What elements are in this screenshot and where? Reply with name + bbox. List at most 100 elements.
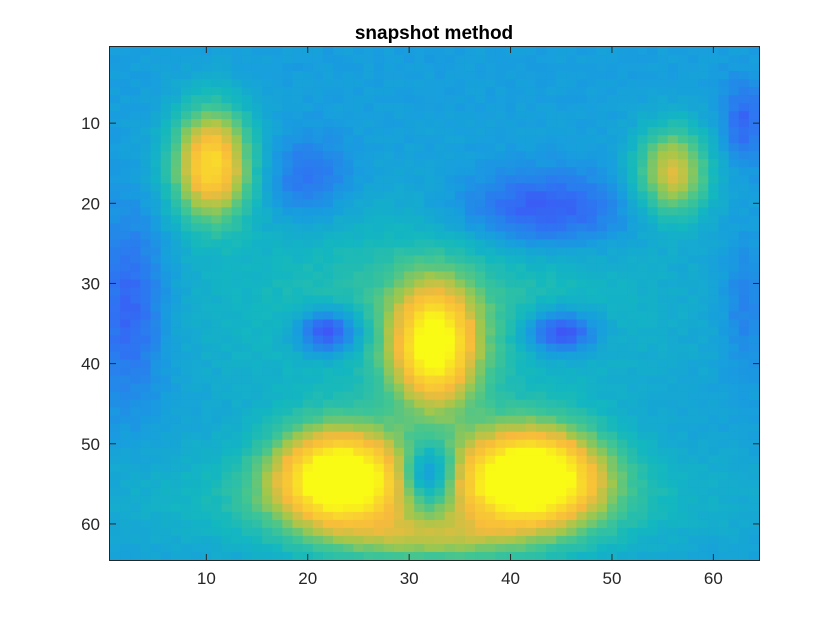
- heatmap-cell: [748, 87, 760, 96]
- heatmap-cell: [728, 79, 740, 88]
- heatmap-cell: [211, 551, 223, 561]
- heatmap-cell: [667, 95, 679, 104]
- heatmap-cell: [434, 295, 446, 305]
- heatmap-cell: [617, 63, 628, 72]
- heatmap-cell: [272, 231, 283, 240]
- heatmap-cell: [150, 431, 162, 441]
- heatmap-cell: [201, 527, 213, 537]
- heatmap-cell: [373, 143, 385, 152]
- heatmap-cell: [272, 151, 283, 160]
- y-tick-label: 40: [81, 355, 100, 374]
- heatmap-cell: [444, 111, 456, 120]
- heatmap-cell: [647, 55, 659, 64]
- heatmap-cell: [586, 495, 598, 505]
- heatmap-cell: [231, 519, 243, 529]
- heatmap-cell: [718, 263, 730, 273]
- heatmap-cell: [272, 63, 283, 72]
- heatmap-cell: [728, 55, 740, 64]
- heatmap-cell: [485, 71, 496, 80]
- heatmap-cell: [586, 423, 598, 433]
- heatmap-cell: [556, 143, 567, 152]
- heatmap-cell: [698, 447, 709, 457]
- heatmap-cell: [191, 319, 202, 329]
- heatmap-cell: [211, 175, 223, 184]
- heatmap-cell: [414, 495, 425, 505]
- heatmap-cell: [393, 367, 405, 377]
- heatmap-cell: [221, 119, 233, 128]
- heatmap-cell: [343, 175, 354, 184]
- heatmap-cell: [748, 399, 760, 409]
- heatmap-cell: [302, 215, 314, 224]
- heatmap-cell: [586, 47, 598, 56]
- heatmap-cell: [525, 135, 537, 144]
- heatmap-cell: [272, 239, 283, 248]
- heatmap-cell: [343, 127, 354, 136]
- heatmap-cell: [343, 143, 354, 152]
- heatmap-cell: [556, 551, 567, 561]
- heatmap-cell: [677, 527, 689, 537]
- heatmap-cell: [251, 47, 263, 56]
- heatmap-cell: [292, 207, 304, 216]
- heatmap-cell: [748, 207, 760, 216]
- heatmap-cell: [546, 47, 557, 56]
- heatmap-cell: [637, 223, 649, 232]
- heatmap-cell: [606, 439, 618, 449]
- heatmap-cell: [515, 135, 527, 144]
- heatmap-cell: [556, 519, 567, 529]
- heatmap-cell: [302, 399, 314, 409]
- heatmap-cell: [353, 431, 365, 441]
- heatmap-cell: [191, 167, 202, 176]
- heatmap-cell: [728, 263, 740, 273]
- heatmap-cell: [110, 255, 121, 265]
- heatmap-cell: [677, 375, 689, 385]
- heatmap-cell: [221, 439, 233, 449]
- heatmap-cell: [718, 127, 730, 136]
- heatmap-cell: [606, 279, 618, 289]
- heatmap-cell: [586, 191, 598, 200]
- heatmap-cell: [120, 119, 131, 128]
- heatmap-cell: [383, 223, 395, 232]
- heatmap-cell: [302, 263, 314, 273]
- heatmap-cell: [535, 183, 547, 192]
- heatmap-cell: [434, 351, 446, 361]
- heatmap-cell: [272, 471, 283, 481]
- heatmap-cell: [485, 159, 496, 168]
- heatmap-cell: [475, 551, 486, 561]
- heatmap-cell: [667, 287, 679, 297]
- heatmap-cell: [302, 511, 314, 521]
- heatmap-cell: [617, 527, 628, 537]
- heatmap-cell: [454, 319, 466, 329]
- heatmap-cell: [201, 135, 213, 144]
- heatmap-cell: [170, 119, 182, 128]
- heatmap-cell: [535, 479, 547, 489]
- heatmap-cell: [241, 167, 253, 176]
- heatmap-cell: [272, 47, 283, 56]
- heatmap-cell: [434, 175, 446, 184]
- y-tick-label: 30: [81, 274, 100, 293]
- heatmap-cell: [525, 479, 537, 489]
- heatmap-cell: [708, 527, 720, 537]
- heatmap-cell: [535, 199, 547, 208]
- heatmap-cell: [191, 95, 202, 104]
- heatmap-cell: [160, 551, 172, 561]
- heatmap-cell: [312, 399, 324, 409]
- heatmap-cell: [718, 447, 730, 457]
- heatmap-cell: [566, 343, 578, 353]
- heatmap-cell: [160, 159, 172, 168]
- heatmap-cell: [657, 319, 669, 329]
- heatmap-cell: [434, 159, 446, 168]
- heatmap-cell: [495, 399, 507, 409]
- heatmap-cell: [302, 223, 314, 232]
- heatmap-cell: [322, 511, 334, 521]
- heatmap-cell: [272, 311, 283, 321]
- heatmap-cell: [556, 463, 567, 473]
- heatmap-cell: [211, 119, 223, 128]
- heatmap-cell: [110, 159, 121, 168]
- heatmap-cell: [454, 183, 466, 192]
- heatmap-cell: [606, 295, 618, 305]
- heatmap-cell: [140, 503, 152, 513]
- heatmap-cell: [698, 175, 709, 184]
- heatmap-cell: [272, 327, 283, 337]
- heatmap-cell: [434, 239, 446, 248]
- heatmap-cell: [373, 383, 385, 393]
